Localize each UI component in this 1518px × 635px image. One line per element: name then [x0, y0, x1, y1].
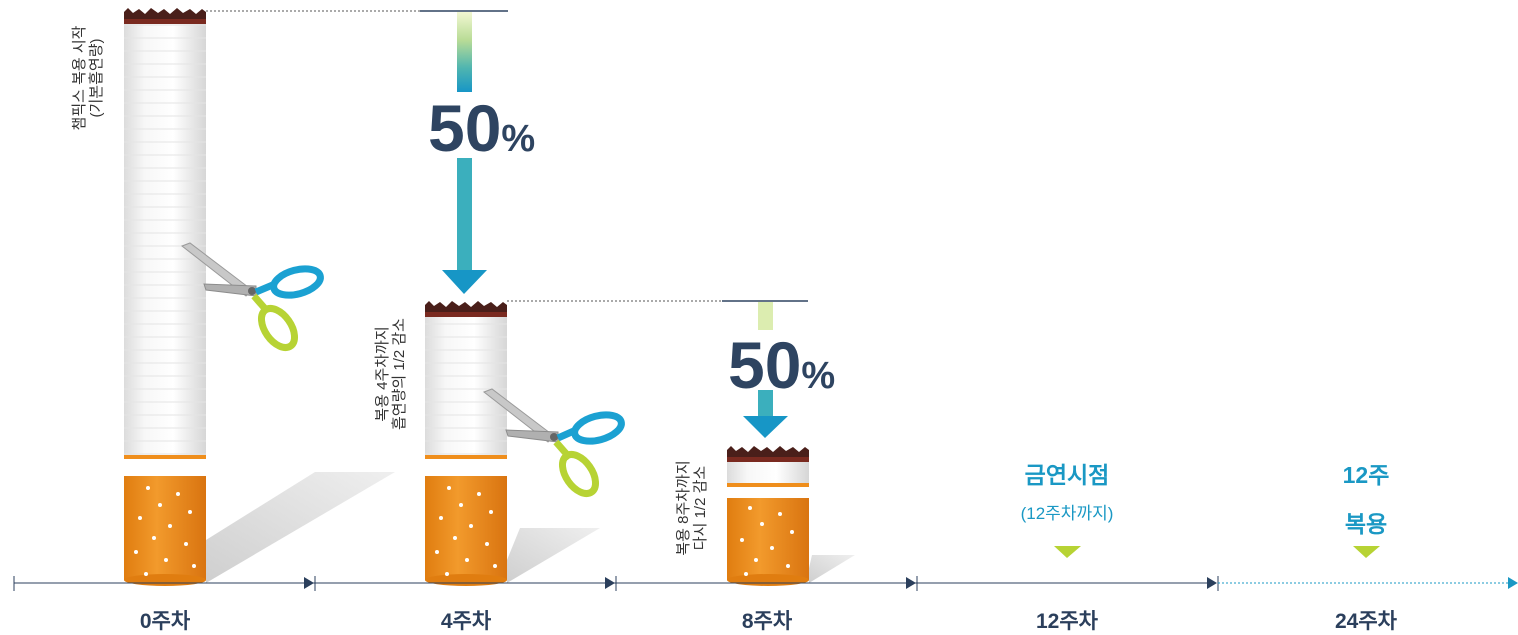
label-line: 흡연량의 1/2 감소: [391, 318, 408, 430]
percent-value: 50: [428, 91, 502, 165]
week-label: 8주차: [741, 610, 793, 633]
label-line: 복용 8주차까지: [675, 460, 692, 556]
cigarette-label-start: 챔픽스 복용 시작 (기본흡연량): [71, 26, 105, 131]
percent-value: 50: [728, 328, 802, 402]
percent-unit: %: [501, 118, 536, 160]
cigarette-full: [124, 8, 206, 586]
treatment-duration: 12주: [1342, 462, 1390, 488]
cigarette-label-week8: 복용 8주차까지 다시 1/2 감소: [675, 460, 709, 555]
reduction-arrow: [442, 12, 487, 294]
label-line: 복용 4주차까지: [374, 326, 391, 422]
label-line: (기본흡연량): [88, 38, 105, 118]
quit-point-marker: [1054, 546, 1081, 558]
week-label: 12주차: [1036, 610, 1098, 633]
week-label: 24주차: [1335, 610, 1397, 633]
cigarette-label-week4: 복용 4주차까지 흡연량의 1/2 감소: [374, 318, 408, 430]
week-label: 0주차: [139, 610, 191, 633]
cigarette-half: [425, 301, 507, 586]
reduction-percent: 50%: [428, 95, 535, 172]
cigarette-quarter: [727, 446, 809, 586]
quit-point-subtitle: (12주차까지): [1020, 504, 1114, 523]
scissors-icon: [180, 242, 324, 352]
timeline-arrowheads: [304, 577, 1518, 589]
treatment-end-marker: [1353, 546, 1380, 558]
reduction-percent: 50%: [728, 332, 835, 409]
cigarette-shadow: [206, 472, 395, 583]
treatment-label: 복용: [1344, 511, 1388, 537]
reduction-arrow: [743, 302, 788, 438]
quit-point-title: 금연시점: [1024, 462, 1110, 488]
label-line: 다시 1/2 감소: [692, 465, 709, 551]
label-line: 챔픽스 복용 시작: [71, 25, 88, 131]
week-label: 4주차: [440, 610, 492, 633]
scissors-icon: [482, 388, 625, 498]
cigarette-shadow: [507, 528, 600, 583]
filter-dots: [134, 486, 794, 576]
percent-unit: %: [801, 355, 836, 397]
cigarette-shadow: [809, 555, 855, 583]
